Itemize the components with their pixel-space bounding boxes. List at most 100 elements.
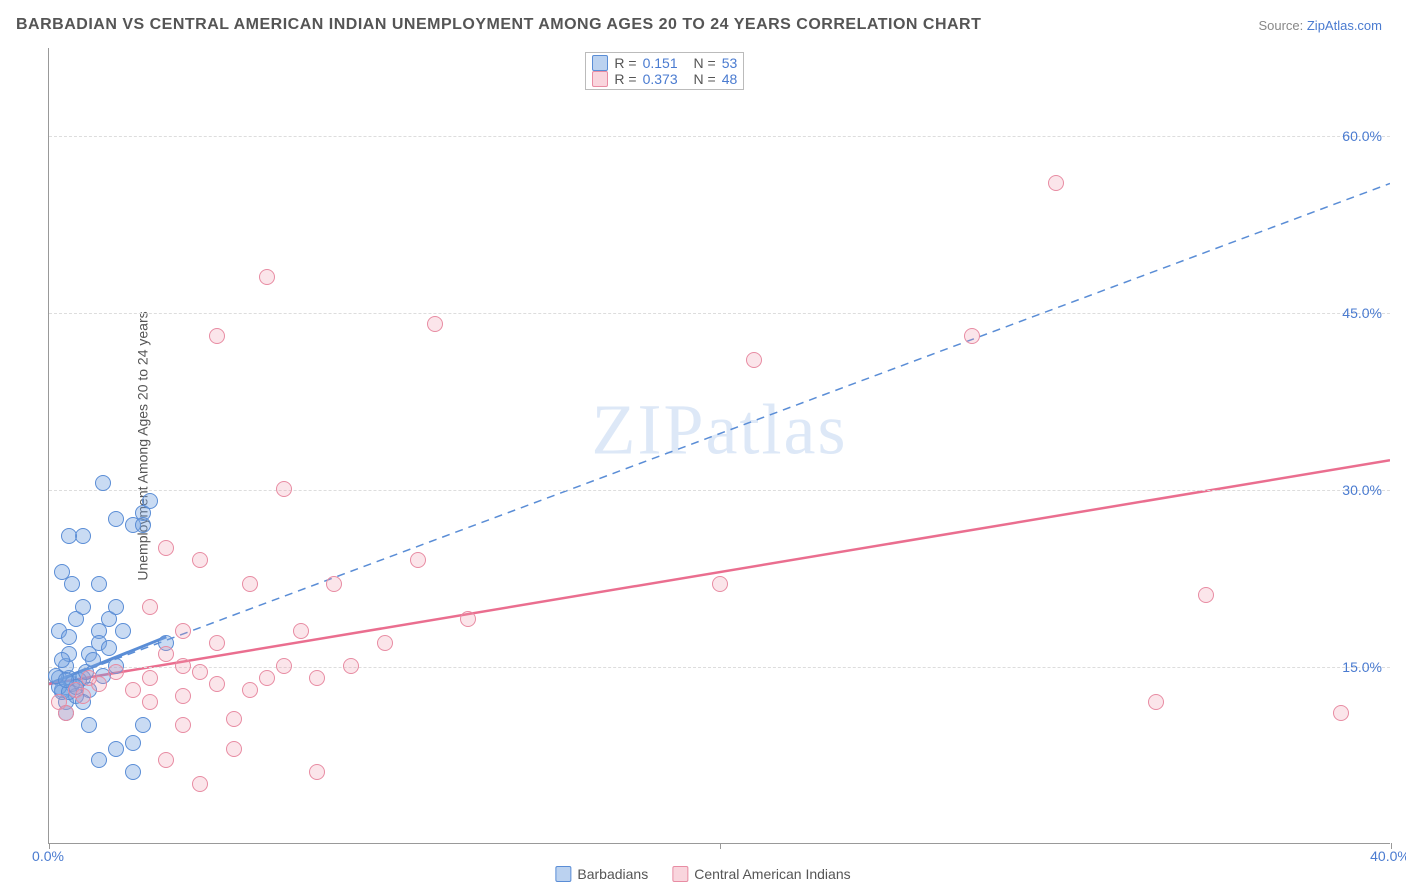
n-value: 48	[722, 71, 738, 87]
data-point	[276, 481, 292, 497]
data-point	[343, 658, 359, 674]
y-tick-label: 30.0%	[1342, 482, 1382, 498]
data-point	[259, 670, 275, 686]
data-point	[81, 717, 97, 733]
data-point	[309, 764, 325, 780]
data-point	[326, 576, 342, 592]
grid-line	[49, 313, 1390, 314]
data-point	[192, 664, 208, 680]
data-point	[91, 576, 107, 592]
data-point	[410, 552, 426, 568]
data-point	[712, 576, 728, 592]
data-point	[293, 623, 309, 639]
x-tick	[720, 843, 721, 849]
data-point	[175, 688, 191, 704]
swatch-icon	[592, 71, 608, 87]
scatter-chart: ZIPatlas R = 0.151 N = 53 R = 0.373 N = …	[48, 48, 1390, 844]
data-point	[226, 711, 242, 727]
regression-lines	[49, 48, 1390, 843]
swatch-icon	[555, 866, 571, 882]
data-point	[209, 676, 225, 692]
data-point	[125, 764, 141, 780]
data-point	[91, 752, 107, 768]
data-point	[75, 688, 91, 704]
data-point	[242, 682, 258, 698]
data-point	[115, 623, 131, 639]
n-value: 53	[722, 55, 738, 71]
data-point	[108, 511, 124, 527]
data-point	[460, 611, 476, 627]
source-attribution: Source: ZipAtlas.com	[1258, 18, 1382, 33]
x-tick-label: 40.0%	[1370, 848, 1406, 864]
data-point	[75, 599, 91, 615]
data-point	[192, 552, 208, 568]
y-tick-label: 60.0%	[1342, 128, 1382, 144]
data-point	[746, 352, 762, 368]
data-point	[108, 741, 124, 757]
data-point	[95, 475, 111, 491]
watermark: ZIPatlas	[592, 388, 848, 471]
data-point	[427, 316, 443, 332]
data-point	[226, 741, 242, 757]
data-point	[309, 670, 325, 686]
y-tick-label: 15.0%	[1342, 659, 1382, 675]
data-point	[81, 670, 97, 686]
data-point	[209, 328, 225, 344]
data-point	[108, 664, 124, 680]
correlation-stats-box: R = 0.151 N = 53 R = 0.373 N = 48	[585, 52, 744, 90]
data-point	[125, 735, 141, 751]
data-point	[125, 682, 141, 698]
n-label: N =	[694, 71, 716, 87]
legend-label: Central American Indians	[694, 866, 850, 882]
data-point	[142, 670, 158, 686]
r-label: R =	[614, 71, 636, 87]
r-value: 0.373	[643, 71, 678, 87]
y-tick-label: 45.0%	[1342, 305, 1382, 321]
source-link[interactable]: ZipAtlas.com	[1307, 18, 1382, 33]
data-point	[209, 635, 225, 651]
data-point	[377, 635, 393, 651]
swatch-icon	[672, 866, 688, 882]
data-point	[142, 493, 158, 509]
data-point	[1148, 694, 1164, 710]
data-point	[192, 776, 208, 792]
x-tick-label: 0.0%	[32, 848, 64, 864]
data-point	[58, 705, 74, 721]
data-point	[175, 717, 191, 733]
legend-item: Central American Indians	[672, 866, 850, 882]
chart-legend: Barbadians Central American Indians	[555, 866, 850, 882]
data-point	[54, 564, 70, 580]
swatch-icon	[592, 55, 608, 71]
data-point	[61, 629, 77, 645]
stats-row: R = 0.151 N = 53	[592, 55, 737, 71]
grid-line	[49, 490, 1390, 491]
stats-row: R = 0.373 N = 48	[592, 71, 737, 87]
data-point	[158, 752, 174, 768]
data-point	[61, 528, 77, 544]
data-point	[175, 658, 191, 674]
data-point	[964, 328, 980, 344]
data-point	[1198, 587, 1214, 603]
data-point	[1333, 705, 1349, 721]
data-point	[158, 540, 174, 556]
n-label: N =	[694, 55, 716, 71]
grid-line	[49, 136, 1390, 137]
data-point	[142, 599, 158, 615]
r-label: R =	[614, 55, 636, 71]
r-value: 0.151	[643, 55, 678, 71]
data-point	[175, 623, 191, 639]
legend-label: Barbadians	[577, 866, 648, 882]
data-point	[135, 717, 151, 733]
data-point	[276, 658, 292, 674]
grid-line	[49, 667, 1390, 668]
data-point	[259, 269, 275, 285]
chart-title: BARBADIAN VS CENTRAL AMERICAN INDIAN UNE…	[16, 16, 981, 34]
data-point	[108, 599, 124, 615]
data-point	[85, 652, 101, 668]
data-point	[101, 640, 117, 656]
data-point	[158, 646, 174, 662]
data-point	[242, 576, 258, 592]
legend-item: Barbadians	[555, 866, 648, 882]
data-point	[142, 694, 158, 710]
source-prefix: Source:	[1258, 18, 1306, 33]
